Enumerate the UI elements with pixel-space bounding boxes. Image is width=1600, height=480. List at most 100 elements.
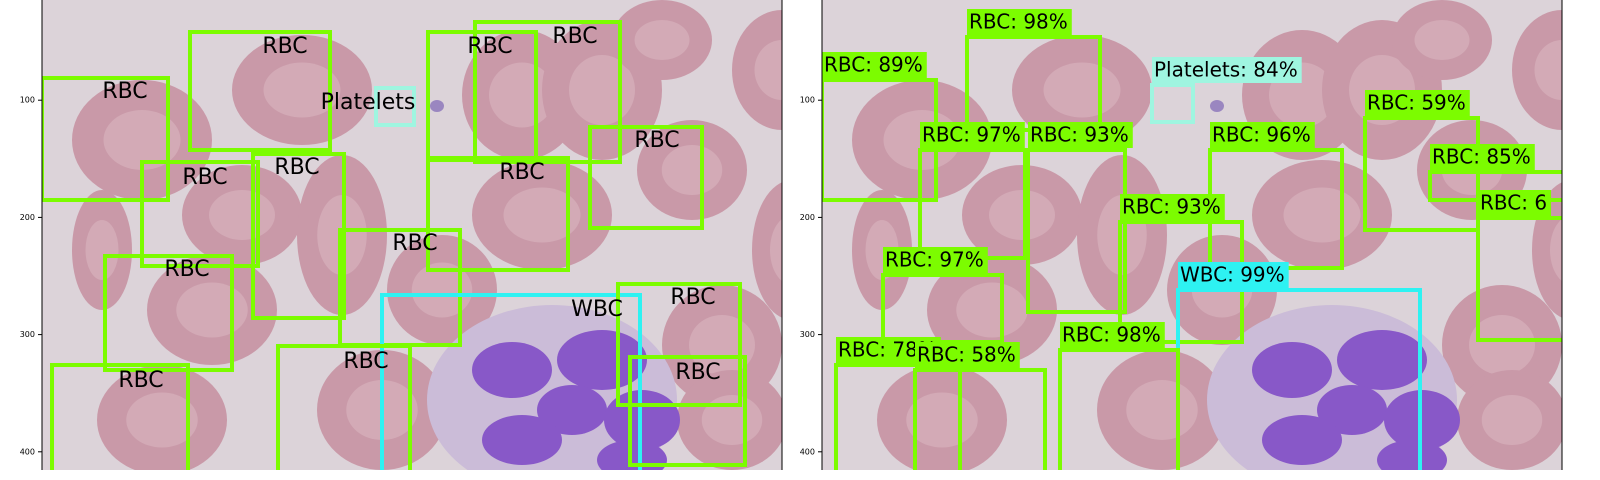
label-background bbox=[967, 9, 1072, 35]
box-label: RBC bbox=[274, 155, 319, 180]
bounding-box bbox=[380, 293, 642, 470]
label-layer: RBC: 98% RBC: 89% Platelets: 84% RBC: 59% RB… bbox=[822, 9, 1552, 368]
image-panel bbox=[42, 0, 782, 470]
nucleus bbox=[1252, 342, 1332, 398]
nucleus bbox=[537, 385, 607, 435]
label-background bbox=[1152, 57, 1302, 83]
bounding-box bbox=[834, 363, 962, 470]
bounding-box bbox=[426, 156, 570, 272]
box-label: RBC bbox=[164, 257, 209, 282]
box-label: RBC: 6 bbox=[1480, 191, 1547, 215]
box-label: RBC: 93% bbox=[1122, 195, 1221, 219]
bounding-box bbox=[1026, 148, 1127, 314]
label-background bbox=[822, 52, 927, 78]
bounding-box bbox=[276, 344, 412, 470]
label-background bbox=[1060, 322, 1165, 348]
box-label: RBC bbox=[262, 34, 307, 59]
label-background bbox=[1478, 190, 1552, 216]
y-tick-label: 400 bbox=[800, 447, 815, 456]
box-label: RBC bbox=[118, 368, 163, 393]
red-cell-center bbox=[754, 40, 782, 100]
red-cell-center bbox=[1283, 187, 1361, 243]
nucleus bbox=[557, 330, 647, 390]
bounding-box bbox=[913, 368, 1047, 470]
box-label: RBC bbox=[343, 349, 388, 374]
red-cell-center bbox=[1414, 20, 1470, 60]
red-cell-center bbox=[263, 62, 341, 118]
bounding-box bbox=[588, 125, 704, 230]
bounding-box bbox=[1476, 216, 1562, 342]
red-cell-center bbox=[126, 392, 198, 448]
box-label: WBC: 99% bbox=[1180, 263, 1285, 287]
y-tick-label: 300 bbox=[20, 330, 35, 339]
nucleus bbox=[1262, 415, 1342, 465]
box-label: RBC bbox=[552, 24, 597, 49]
y-tick-label: 100 bbox=[800, 96, 815, 105]
red-cell-center bbox=[1481, 395, 1543, 445]
nucleus bbox=[1337, 330, 1427, 390]
label-background bbox=[1178, 262, 1289, 288]
red-cell-center bbox=[411, 262, 473, 318]
platelet bbox=[430, 100, 444, 112]
box-label: RBC bbox=[675, 360, 720, 385]
red-cell-center bbox=[1043, 62, 1121, 118]
box-label: RBC: 97% bbox=[885, 248, 984, 272]
red-cell-center bbox=[1550, 218, 1562, 282]
label-background bbox=[1365, 90, 1470, 116]
y-tick-label: 200 bbox=[800, 213, 815, 222]
red-cell-center bbox=[1534, 40, 1562, 100]
box-label: RBC: 59% bbox=[1367, 91, 1466, 115]
label-background bbox=[883, 247, 988, 273]
y-tick-label: 300 bbox=[800, 330, 815, 339]
nucleus bbox=[1377, 440, 1447, 470]
bounding-box bbox=[628, 355, 747, 467]
box-label: RBC: 98% bbox=[1062, 323, 1161, 347]
red-cell bbox=[752, 182, 782, 318]
red-cell-center bbox=[103, 110, 181, 170]
box-label: RBC bbox=[182, 165, 227, 190]
box-label: RBC: 97% bbox=[922, 123, 1021, 147]
box-label: RBC: 96% bbox=[1212, 123, 1311, 147]
box-label: Platelets: 84% bbox=[1154, 58, 1298, 82]
red-cell-center bbox=[489, 62, 555, 128]
bounding-box bbox=[103, 254, 234, 372]
red-cell-center bbox=[701, 395, 763, 445]
bounding-box bbox=[1150, 83, 1195, 124]
nucleus bbox=[1317, 385, 1387, 435]
label-background bbox=[1028, 122, 1133, 148]
box-label: RBC bbox=[670, 285, 715, 310]
red-cell-center bbox=[989, 190, 1055, 240]
box-label: RBC: 85% bbox=[1432, 145, 1531, 169]
label-background bbox=[915, 342, 1020, 368]
box-label: RBC bbox=[499, 160, 544, 185]
box-label: RBC: 98% bbox=[969, 10, 1068, 34]
bounding-box bbox=[1058, 348, 1180, 470]
red-cell-center bbox=[85, 220, 119, 280]
red-cell-center bbox=[661, 145, 723, 195]
box-label: RBC bbox=[102, 79, 147, 104]
y-tick-label: 400 bbox=[20, 447, 35, 456]
bounding-box bbox=[42, 76, 170, 202]
box-label: Platelets bbox=[321, 90, 416, 115]
label-background bbox=[1210, 122, 1315, 148]
red-cell-center bbox=[634, 20, 690, 60]
red-cell-center bbox=[770, 218, 782, 282]
bounding-box bbox=[374, 86, 416, 127]
bounding-box bbox=[188, 30, 332, 152]
label-background bbox=[920, 122, 1025, 148]
box-label: RBC: 89% bbox=[824, 53, 923, 77]
label-layer: RBC RBC Platelets RBC RBC RBC RBC RBC RBC RBC RBC W… bbox=[102, 24, 720, 393]
red-cell-center bbox=[503, 187, 581, 243]
box-label: RBC bbox=[467, 34, 512, 59]
box-label: RBC bbox=[392, 231, 437, 256]
label-background bbox=[1430, 144, 1535, 170]
nucleus bbox=[472, 342, 552, 398]
red-cell-center bbox=[209, 190, 275, 240]
box-label: RBC: 58% bbox=[917, 343, 1016, 367]
red-cell-center bbox=[1126, 380, 1198, 440]
bounding-box bbox=[50, 363, 190, 470]
box-label: RBC bbox=[634, 128, 679, 153]
y-tick-label: 100 bbox=[20, 96, 35, 105]
bounding-box bbox=[140, 160, 260, 268]
